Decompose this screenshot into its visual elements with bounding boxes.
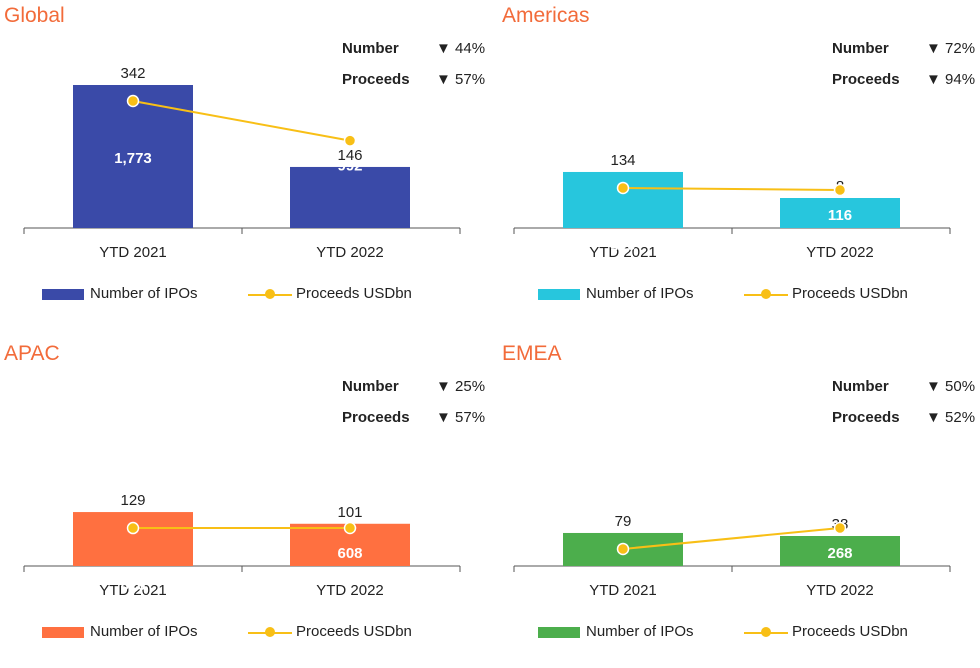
bar-value-label: 134: [610, 152, 635, 169]
x-tick-label: YTD 2021: [589, 582, 657, 599]
bar-value-label: 101: [337, 504, 362, 521]
proceeds-value-label: 420: [610, 237, 635, 254]
chart-panel-americas: Americas Number ▼ 72% Proceeds ▼ 94% 134…: [490, 0, 980, 330]
legend-marker-line: [265, 289, 275, 299]
bar-value-label: 79: [615, 513, 632, 530]
bar: [290, 167, 410, 228]
proceeds-point: [345, 135, 356, 146]
legend-label-line: Proceeds USDbn: [296, 285, 412, 302]
x-tick-label: YTD 2022: [316, 244, 384, 261]
proceeds-point: [128, 523, 139, 534]
legend-label-bar: Number of IPOs: [90, 285, 198, 302]
proceeds-point: [835, 185, 846, 196]
proceeds-value-label: 816: [120, 577, 145, 594]
legend-swatch-bar: [538, 289, 580, 300]
bar-value-label: 342: [120, 65, 145, 82]
proceeds-value-label: 116: [828, 207, 852, 224]
legend-marker-line: [761, 289, 771, 299]
legend-label-line: Proceeds USDbn: [296, 623, 412, 640]
legend-swatch-bar: [538, 627, 580, 638]
legend-label-bar: Number of IPOs: [90, 623, 198, 640]
x-tick-label: YTD 2021: [99, 244, 167, 261]
legend-swatch-bar: [42, 289, 84, 300]
legend-label-line: Proceeds USDbn: [792, 623, 908, 640]
proceeds-point: [835, 523, 846, 534]
bar: [73, 512, 193, 566]
legend-label-bar: Number of IPOs: [586, 285, 694, 302]
proceeds-point: [345, 523, 356, 534]
x-tick-label: YTD 2022: [316, 582, 384, 599]
proceeds-value-label: 608: [337, 545, 362, 562]
proceeds-point: [618, 543, 629, 554]
proceeds-value-label: 537: [610, 598, 635, 615]
proceeds-value-label: 992: [337, 158, 362, 175]
x-tick-label: YTD 2022: [806, 244, 874, 261]
legend-label-line: Proceeds USDbn: [792, 285, 908, 302]
proceeds-point: [128, 96, 139, 107]
proceeds-value-label: 268: [827, 545, 852, 562]
legend-marker-line: [761, 627, 771, 637]
x-tick-label: YTD 2022: [806, 582, 874, 599]
bar: [563, 172, 683, 228]
bar-value-label: 129: [120, 492, 145, 509]
proceeds-value-label: 1,773: [114, 150, 152, 167]
legend-marker-line: [265, 627, 275, 637]
legend-swatch-bar: [42, 627, 84, 638]
legend-label-bar: Number of IPOs: [586, 623, 694, 640]
proceeds-point: [618, 182, 629, 193]
